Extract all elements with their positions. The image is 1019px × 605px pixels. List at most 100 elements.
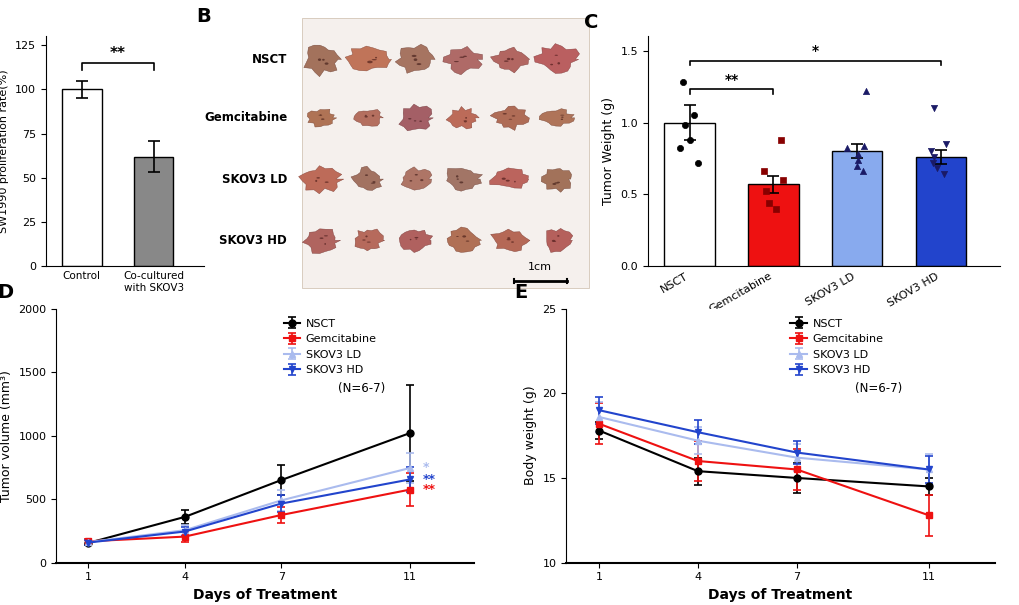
Point (935, 169, 952, 179)
Ellipse shape (553, 182, 558, 183)
Text: SKOV3 HD: SKOV3 HD (219, 234, 287, 247)
Polygon shape (533, 44, 579, 73)
Point (839, 143, 855, 153)
Point (674, 77, 690, 87)
Point (773, 175, 790, 185)
Point (689, 158, 705, 168)
Polygon shape (446, 168, 482, 191)
Text: (N=6-7): (N=6-7) (337, 382, 384, 396)
Ellipse shape (419, 120, 422, 122)
Point (924, 152, 941, 162)
Ellipse shape (511, 241, 514, 243)
Point (854, 166, 870, 176)
Point (766, 204, 783, 214)
Ellipse shape (551, 240, 554, 242)
Polygon shape (398, 104, 433, 131)
Polygon shape (445, 106, 479, 129)
Polygon shape (394, 44, 435, 73)
Point (757, 186, 773, 196)
Text: *: * (423, 462, 429, 474)
Ellipse shape (556, 182, 559, 183)
Point (925, 103, 942, 113)
Text: **: ** (723, 73, 738, 87)
Ellipse shape (372, 181, 375, 183)
Ellipse shape (415, 174, 418, 175)
Polygon shape (442, 47, 482, 75)
Legend: NSCT, Gemcitabine, SKOV3 LD, SKOV3 HD: NSCT, Gemcitabine, SKOV3 LD, SKOV3 HD (785, 314, 888, 380)
Ellipse shape (367, 60, 372, 64)
Ellipse shape (457, 178, 459, 180)
Polygon shape (489, 168, 528, 188)
Point (849, 155, 865, 165)
Ellipse shape (514, 181, 516, 183)
Ellipse shape (371, 115, 374, 117)
Point (849, 149, 865, 159)
Text: **: ** (110, 46, 125, 61)
Ellipse shape (371, 59, 376, 60)
Ellipse shape (508, 119, 512, 120)
Point (937, 139, 954, 149)
Text: Gemcitabine: Gemcitabine (204, 111, 287, 125)
Text: SKOV3 LD: SKOV3 LD (222, 172, 287, 186)
Ellipse shape (459, 182, 463, 183)
Text: *: * (811, 44, 818, 58)
Ellipse shape (554, 54, 557, 56)
Ellipse shape (412, 55, 416, 57)
Ellipse shape (420, 179, 423, 181)
Ellipse shape (465, 117, 467, 119)
Bar (748, 185, 798, 266)
Bar (663, 122, 714, 266)
Polygon shape (354, 110, 383, 126)
Legend: NSCT, Gemcitabine, SKOV3 LD, SKOV3 HD: NSCT, Gemcitabine, SKOV3 LD, SKOV3 HD (279, 314, 381, 380)
Ellipse shape (556, 235, 558, 237)
Y-axis label: SW1990 proliferation rate(%): SW1990 proliferation rate(%) (0, 70, 9, 233)
Ellipse shape (320, 114, 321, 116)
Point (682, 135, 698, 145)
Ellipse shape (324, 62, 328, 65)
Polygon shape (490, 47, 529, 73)
Ellipse shape (365, 115, 367, 116)
Text: D: D (0, 283, 13, 302)
Text: C: C (584, 13, 598, 32)
Point (848, 161, 864, 171)
Polygon shape (304, 45, 341, 77)
Polygon shape (446, 227, 481, 252)
Point (928, 163, 945, 173)
Ellipse shape (415, 238, 417, 240)
Ellipse shape (560, 119, 562, 120)
Text: **: ** (423, 473, 435, 486)
Ellipse shape (322, 59, 324, 61)
Ellipse shape (511, 58, 514, 60)
Ellipse shape (318, 115, 322, 116)
Ellipse shape (414, 120, 416, 122)
Point (855, 140, 871, 150)
Ellipse shape (414, 58, 417, 61)
Ellipse shape (552, 241, 555, 242)
Bar (62, 90, 102, 266)
Ellipse shape (549, 64, 552, 65)
Point (924, 158, 941, 168)
Point (857, 86, 873, 96)
Ellipse shape (552, 183, 555, 185)
Ellipse shape (316, 177, 320, 178)
Ellipse shape (408, 118, 411, 119)
Polygon shape (355, 229, 384, 251)
Ellipse shape (367, 241, 370, 243)
Text: B: B (197, 7, 211, 25)
Ellipse shape (410, 239, 411, 240)
Ellipse shape (318, 59, 321, 61)
Ellipse shape (464, 120, 467, 122)
Ellipse shape (459, 56, 464, 58)
Ellipse shape (503, 60, 508, 62)
Ellipse shape (502, 113, 506, 114)
Polygon shape (541, 169, 571, 192)
Point (755, 166, 771, 176)
Polygon shape (400, 167, 431, 190)
Polygon shape (307, 110, 336, 127)
Ellipse shape (512, 116, 515, 117)
Point (760, 198, 776, 208)
Ellipse shape (505, 180, 510, 182)
Polygon shape (490, 229, 530, 252)
Ellipse shape (506, 237, 510, 239)
Ellipse shape (324, 235, 328, 237)
